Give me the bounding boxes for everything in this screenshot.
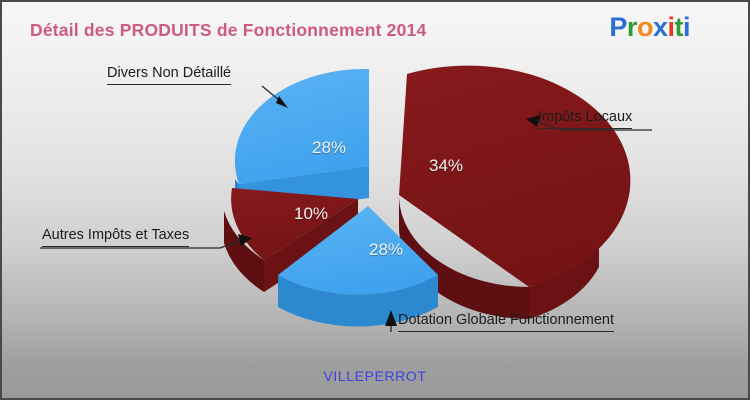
logo-letter-0: P <box>609 12 627 42</box>
slice-label-autres[interactable]: Autres Impôts et Taxes <box>42 227 190 247</box>
city-name: VILLEPERROT <box>323 368 427 384</box>
logo-letter-2: o <box>636 12 654 42</box>
slice-side-dotation <box>278 275 438 327</box>
slice-top-divers[interactable] <box>234 68 369 184</box>
logo-letter-6: i <box>682 12 691 42</box>
slice-top-autres[interactable] <box>231 188 358 260</box>
slice-label-dotation[interactable]: Dotation Globale Fonctionnement <box>398 312 615 332</box>
slice-value-divers: 28% <box>312 138 347 157</box>
slice-top-dotation[interactable] <box>278 206 438 295</box>
logo-letter-3: x <box>652 12 668 42</box>
slice-value-autres: 10% <box>294 204 329 223</box>
slice-top-impots-locaux[interactable] <box>399 65 631 287</box>
slice-value-impots-locaux: 34% <box>429 156 464 175</box>
slice-side-impots-locaux <box>399 195 599 319</box>
slice-value-dotation: 28% <box>369 240 404 259</box>
page-title: Détail des PRODUITS de Fonctionnement 20… <box>30 20 427 40</box>
slice-label-impots-locaux[interactable]: Impôts Locaux <box>538 109 633 129</box>
logo-letter-5: t <box>674 12 683 42</box>
logo-letter-1: r <box>626 12 638 42</box>
slice-label-divers[interactable]: Divers Non Détaillé <box>107 65 232 85</box>
logo-letter-4: i <box>667 12 675 42</box>
proxiti-logo[interactable]: Proxiti <box>609 14 690 41</box>
